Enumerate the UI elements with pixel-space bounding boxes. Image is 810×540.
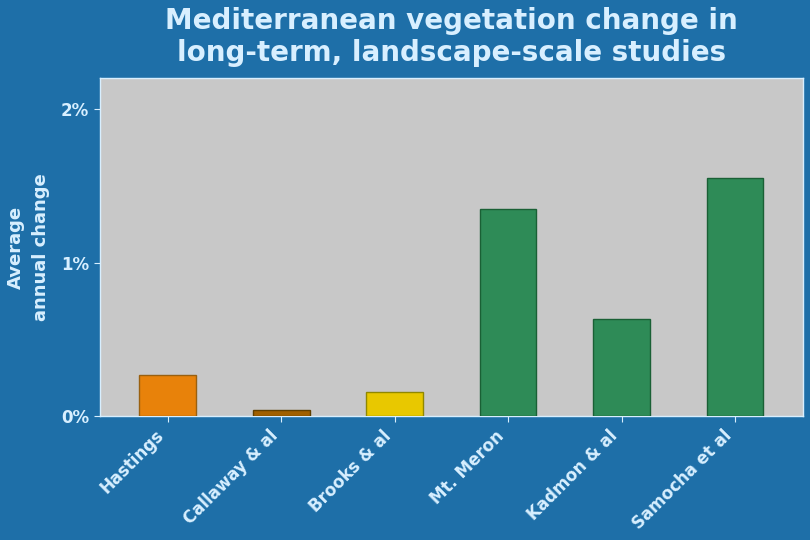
Bar xyxy=(253,410,309,416)
Title: Mediterranean vegetation change in
long-term, landscape-scale studies: Mediterranean vegetation change in long-… xyxy=(165,7,738,68)
Bar xyxy=(706,178,763,416)
Bar xyxy=(139,375,196,416)
Y-axis label: Average
annual change: Average annual change xyxy=(7,173,50,321)
Bar xyxy=(480,209,536,416)
Bar xyxy=(366,392,423,416)
Bar xyxy=(593,320,650,416)
